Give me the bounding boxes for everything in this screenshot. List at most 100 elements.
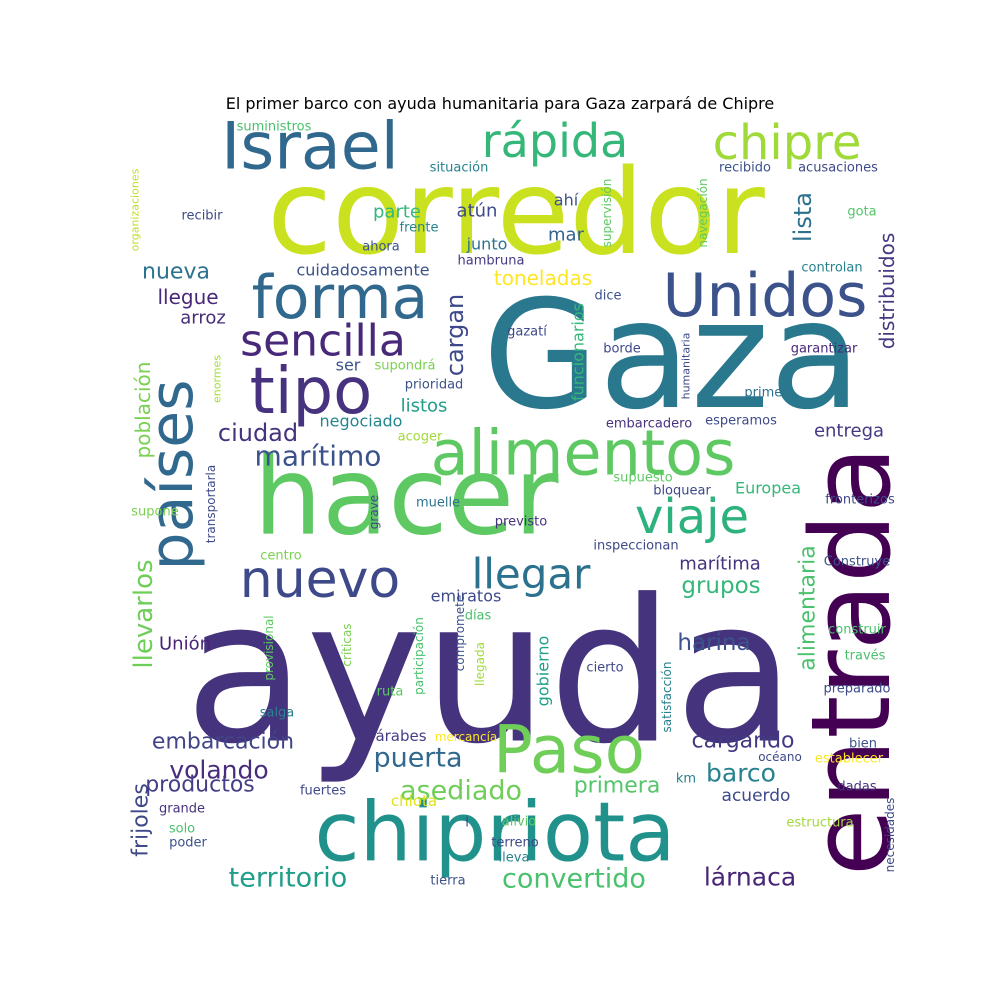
- word-establecer: establecer: [815, 752, 884, 767]
- word-llegue: llegue: [157, 285, 218, 309]
- word-situación: situación: [430, 161, 489, 176]
- word-territorio: territorio: [229, 863, 348, 894]
- word-alimentos: alimentos: [431, 417, 736, 490]
- word-preparado: preparado: [823, 682, 890, 697]
- word-paso: Paso: [493, 712, 645, 789]
- word-supone: supone: [131, 505, 178, 520]
- word-entrega: entrega: [814, 421, 884, 442]
- word-previsto: previsto: [495, 515, 547, 530]
- word-alivio: alivio: [502, 815, 536, 830]
- word-harina: harina: [677, 630, 750, 656]
- word-críticas: críticas: [340, 623, 354, 666]
- word-llegar: llegar: [472, 550, 592, 599]
- word-fuertes: fuertes: [300, 784, 346, 799]
- word-recibir: recibir: [181, 209, 223, 224]
- word-entrada: entrada: [787, 446, 915, 876]
- word-viaje: viaje: [635, 489, 749, 545]
- word-sencilla: sencilla: [240, 316, 406, 367]
- word-nuevo: nuevo: [240, 550, 401, 610]
- word-provisional: provisional: [262, 615, 276, 680]
- word-unidos: Unidos: [663, 261, 868, 331]
- word-gazatí: gazatí: [507, 325, 547, 340]
- word-chipre: chipre: [713, 115, 862, 171]
- word-marítima: marítima: [679, 554, 761, 575]
- word-gaza: Gaza: [483, 269, 862, 443]
- word-terreno: terreno: [491, 836, 539, 851]
- word-alimentaria: alimentaria: [796, 545, 821, 670]
- word-enormes: enormes: [211, 355, 224, 403]
- word-mar: mar: [548, 225, 585, 246]
- word-volando: volando: [169, 756, 268, 785]
- word-l: l: [465, 816, 469, 831]
- word-forma: forma: [252, 263, 429, 333]
- word-productos: productos: [145, 773, 255, 798]
- word-lista: lista: [789, 192, 817, 242]
- word-ser: ser: [336, 356, 361, 375]
- word-distribuidos: distribuidos: [875, 233, 899, 350]
- word-dadas: dadas: [837, 780, 876, 795]
- word-negociado: negociado: [320, 412, 403, 431]
- word-lleva: lleva: [499, 851, 530, 866]
- word-ahí: ahí: [554, 191, 579, 210]
- word-necesidades: necesidades: [883, 798, 897, 873]
- word-océano: océano: [758, 750, 802, 764]
- word-frijoles: frijoles: [129, 783, 154, 857]
- word-supondrá: supondrá: [374, 359, 435, 374]
- word-países: países: [137, 380, 207, 571]
- word-construye: Construye: [824, 555, 890, 570]
- word-atún: atún: [457, 201, 498, 222]
- word-compromete: compromete: [453, 595, 467, 671]
- word-prioridad: prioridad: [405, 378, 464, 393]
- word-chiota: chiota: [391, 792, 437, 810]
- word-hambruna: hambruna: [458, 254, 525, 269]
- word-centro: centro: [260, 549, 302, 564]
- word-gobierno: gobierno: [534, 636, 553, 707]
- word-llegada: llegada: [473, 642, 487, 686]
- word-cargando: cargando: [691, 729, 794, 754]
- word-mercancía: mercancía: [435, 730, 498, 744]
- word-chipriota: chipriota: [315, 786, 676, 881]
- word-solo: solo: [169, 822, 195, 837]
- word-gota: gota: [847, 205, 876, 220]
- word-borde: borde: [603, 342, 641, 357]
- word-lárnaca: lárnaca: [704, 863, 796, 892]
- word-israel: Israel: [221, 110, 399, 185]
- word-supervisión: supervisión: [600, 179, 614, 248]
- word-frente: frente: [400, 221, 439, 236]
- word-construir: construir: [828, 623, 886, 638]
- word-nueva: nueva: [142, 260, 210, 285]
- word-suministros: suministros: [237, 120, 312, 135]
- word-ciudad: ciudad: [218, 419, 298, 447]
- word-estructura: estructura: [786, 816, 853, 831]
- word-garantizar: garantizar: [791, 342, 858, 357]
- word-grande: grande: [159, 802, 205, 817]
- word-través: través: [845, 649, 886, 664]
- word-participación: participación: [412, 617, 426, 695]
- word-primera: primera: [574, 774, 661, 799]
- word-navegación: navegación: [696, 178, 710, 247]
- word-funcionarios: funcionarios: [569, 303, 588, 401]
- word-satisfacción: satisfacción: [660, 662, 674, 733]
- word-organizaciones: organizaciones: [129, 168, 142, 251]
- word-embarcadero: embarcadero: [606, 417, 692, 432]
- word-listos: listos: [401, 396, 448, 417]
- word-árabes: árabes: [375, 727, 426, 745]
- word-transportarla: transportarla: [204, 465, 218, 543]
- word-hacer: hacer: [254, 435, 559, 560]
- word-días: días: [465, 609, 492, 624]
- word-puerta: puerta: [373, 743, 462, 774]
- word-cierto: cierto: [586, 661, 623, 676]
- word-primer: primer: [744, 386, 788, 401]
- word-muelle: muelle: [416, 496, 460, 511]
- word-cargan: cargan: [441, 294, 469, 377]
- word-parte: parte: [373, 202, 421, 223]
- word-europea: Europea: [735, 479, 801, 498]
- word-acoger: acoger: [398, 430, 443, 445]
- word-convertido: convertido: [502, 864, 646, 895]
- word-llevarlos: llevarlos: [129, 559, 159, 668]
- word-acuerdo: acuerdo: [722, 786, 791, 806]
- word-grave: grave: [367, 495, 381, 529]
- word-tierra: tierra: [430, 874, 465, 889]
- word-bloquear: bloquear: [653, 484, 711, 499]
- word-salga: salga: [260, 706, 295, 721]
